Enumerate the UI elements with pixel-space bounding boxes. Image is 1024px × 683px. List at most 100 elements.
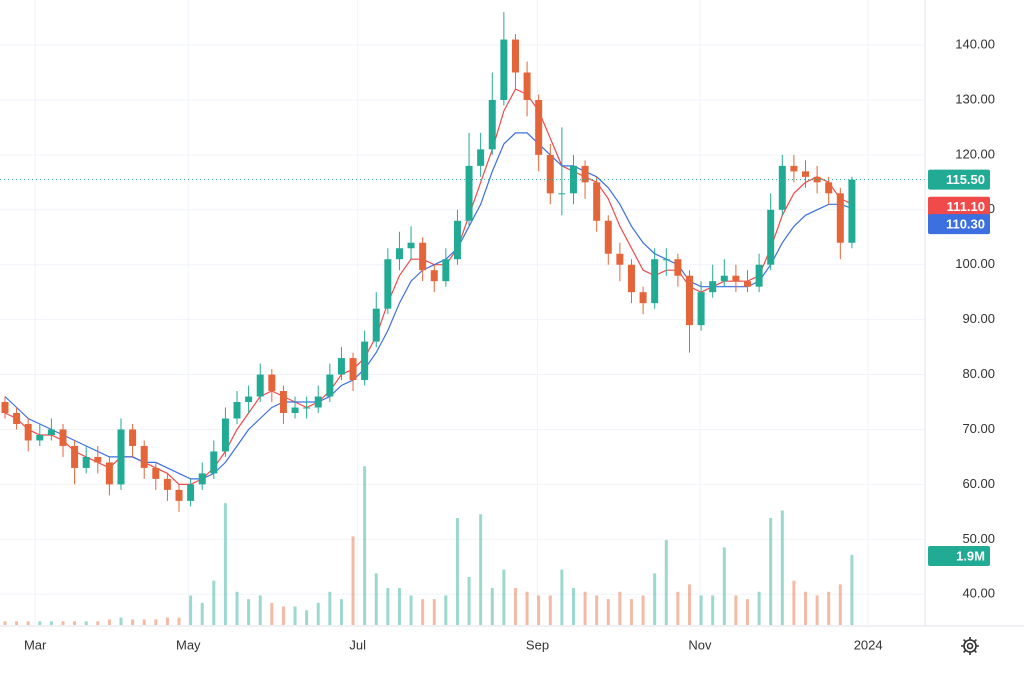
volume-bar — [595, 595, 599, 625]
volume-bar — [606, 599, 610, 625]
candle-body — [767, 209, 775, 265]
volume-bar — [676, 591, 680, 625]
candle-body — [256, 374, 264, 397]
volume-bar — [734, 595, 738, 625]
volume-bar — [165, 617, 169, 625]
candle-body — [778, 165, 786, 210]
volume-bar — [15, 621, 19, 625]
candle-body — [604, 220, 612, 254]
volume-bar — [26, 621, 30, 625]
candle-body — [720, 275, 728, 282]
candle-body — [59, 429, 67, 446]
volume-bar — [769, 517, 773, 625]
candle-body — [488, 99, 496, 150]
volume-bar — [3, 621, 7, 625]
volume-bar — [177, 617, 181, 625]
volume-bar — [351, 536, 355, 625]
volume-bar — [223, 503, 227, 625]
volume-bar — [235, 591, 239, 625]
x-tick-label: Jul — [349, 637, 366, 652]
settings-icon[interactable] — [961, 637, 979, 655]
candle-body — [442, 259, 450, 282]
candle-body — [175, 489, 183, 501]
candle-body — [291, 407, 299, 414]
volume-bar — [281, 606, 285, 625]
candle-body — [616, 253, 624, 265]
candle-body — [245, 396, 253, 403]
ma-label-box — [928, 196, 990, 217]
volume-bar — [537, 595, 541, 625]
candle-body — [1, 402, 9, 414]
volume-bar — [467, 577, 471, 625]
volume-pane — [3, 466, 854, 625]
volume-bar — [38, 621, 42, 625]
candle-body — [732, 275, 740, 282]
candle-body — [709, 281, 717, 293]
candle-body — [395, 248, 403, 260]
y-tick-label: 90.00 — [962, 311, 995, 326]
volume-bar — [792, 580, 796, 625]
y-tick-label: 80.00 — [962, 366, 995, 381]
candle-body — [535, 99, 543, 155]
volume-bar — [780, 510, 784, 625]
volume-bar — [293, 606, 297, 625]
volume-bar — [409, 595, 413, 625]
volume-bar — [827, 591, 831, 625]
last-price-label: 115.50 — [946, 172, 985, 187]
candle-body — [117, 429, 125, 485]
volume-bar — [200, 602, 204, 625]
volume-bar — [850, 554, 854, 625]
candle-body — [152, 467, 160, 479]
volume-bar — [107, 619, 111, 625]
last-volume-label: 1.9M — [956, 548, 985, 563]
candle-body — [419, 242, 427, 271]
last-price-label-box — [928, 169, 990, 190]
y-tick-label: 140.00 — [955, 36, 995, 51]
last-volume-label-box — [928, 546, 990, 566]
volume-bar — [618, 591, 622, 625]
candle-body — [500, 39, 508, 100]
volume-bar — [73, 621, 77, 625]
candle-body — [337, 358, 345, 375]
y-tick-label: 60.00 — [962, 476, 995, 491]
volume-bar — [270, 602, 274, 625]
volume-bar — [258, 595, 262, 625]
candle-body — [13, 413, 21, 424]
x-tick-label: 2024 — [854, 637, 883, 652]
y-tick-label: 70.00 — [962, 421, 995, 436]
volume-bar — [374, 573, 378, 625]
candle-body — [24, 423, 32, 441]
volume-bar — [629, 599, 633, 625]
volume-bar — [305, 610, 309, 625]
volume-bar — [687, 584, 691, 625]
candle-body — [105, 462, 113, 485]
volume-bar — [502, 569, 506, 625]
candle-body — [140, 445, 148, 468]
candle-body — [326, 374, 334, 397]
volume-bar — [653, 573, 657, 625]
candle-body — [848, 179, 856, 243]
volume-bar — [479, 514, 483, 625]
volume-bar — [641, 595, 645, 625]
candle-body — [349, 358, 357, 381]
volume-bar — [722, 547, 726, 625]
candle-body — [790, 165, 798, 172]
candle-body — [674, 259, 682, 276]
volume-bar — [490, 588, 494, 625]
candle-body — [407, 242, 415, 249]
candle-body — [187, 484, 195, 501]
candle-body — [581, 165, 589, 183]
volume-bar — [339, 599, 343, 625]
candle-body — [94, 456, 102, 463]
candle-body — [477, 149, 485, 166]
volume-bar — [711, 595, 715, 625]
candle-body — [743, 281, 751, 287]
candle-body — [163, 478, 171, 490]
volume-bar — [386, 588, 390, 625]
candle-body — [569, 165, 577, 194]
volume-bar — [571, 588, 575, 625]
x-tick-label: May — [176, 637, 201, 652]
y-tick-label: 120.00 — [955, 146, 995, 161]
volume-bar — [513, 588, 517, 625]
